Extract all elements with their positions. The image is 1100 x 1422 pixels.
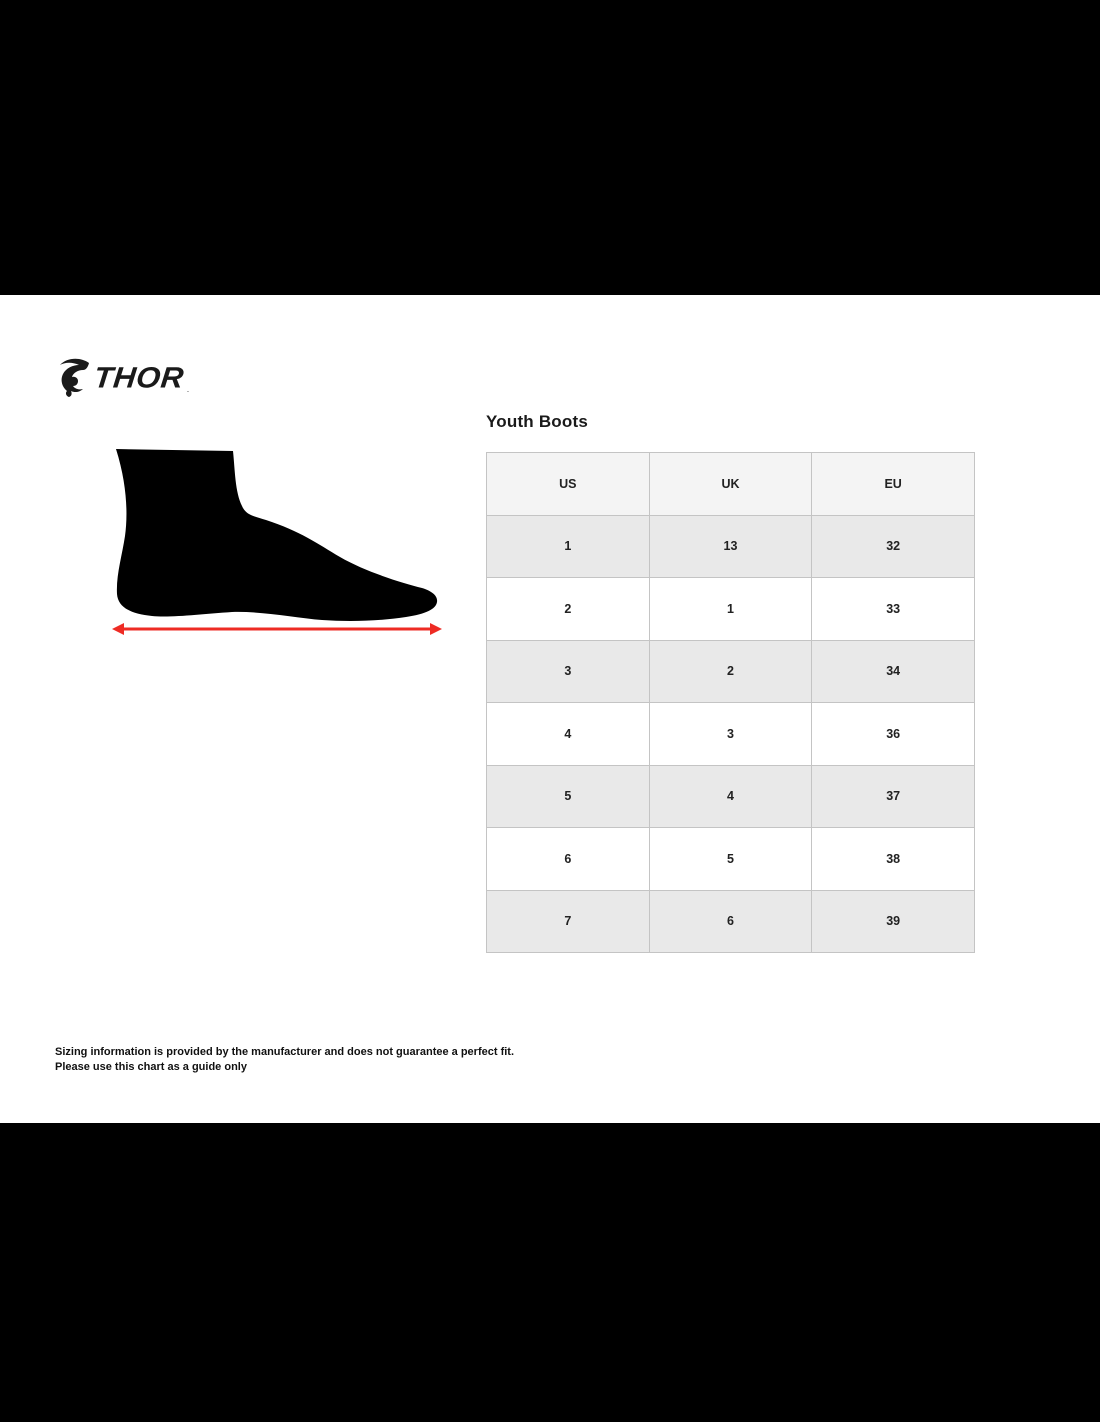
size-cell: 4 bbox=[486, 702, 650, 766]
size-cell: 1 bbox=[486, 514, 650, 578]
size-cell: 36 bbox=[811, 702, 975, 766]
table-row: 2 1 33 bbox=[486, 577, 975, 641]
foot-length-arrow bbox=[112, 623, 442, 635]
column-header-uk: UK bbox=[648, 452, 813, 516]
thor-logo-text: THOR bbox=[92, 360, 186, 394]
size-cell: 13 bbox=[648, 514, 813, 578]
size-cell: 1 bbox=[648, 577, 813, 641]
disclaimer-line-1: Sizing information is provided by the ma… bbox=[55, 1046, 515, 1058]
table-row: 4 3 36 bbox=[486, 702, 975, 766]
page-title: Youth Boots bbox=[486, 412, 588, 431]
table-header: US UK EU bbox=[486, 452, 975, 516]
disclaimer-text: Sizing information is provided by the ma… bbox=[55, 1045, 514, 1075]
size-cell: 6 bbox=[486, 827, 650, 891]
top-black-bar bbox=[0, 0, 1100, 295]
size-cell: 2 bbox=[648, 639, 813, 703]
size-cell: 32 bbox=[811, 514, 975, 578]
size-cell: 2 bbox=[486, 577, 650, 641]
table-row: 7 6 39 bbox=[486, 889, 975, 953]
table-row: 1 13 32 bbox=[486, 514, 975, 578]
size-cell: 39 bbox=[811, 889, 975, 953]
table-header-row: US UK EU bbox=[486, 452, 975, 516]
table-body: 1 13 32 2 1 33 3 2 34 4 3 36 5 4 37 6 5 38 7 6 39 bbox=[486, 514, 975, 953]
size-cell: 3 bbox=[648, 702, 813, 766]
table-row: 3 2 34 bbox=[486, 639, 975, 703]
size-conversion-table: US UK EU 1 13 32 2 1 33 3 2 34 4 3 36 5 4 37 6 5 38 7 6 39 bbox=[486, 452, 975, 953]
size-cell: 37 bbox=[811, 764, 975, 828]
arrow-left-head bbox=[112, 623, 124, 635]
column-header-us: US bbox=[486, 452, 650, 516]
foot-silhouette-image bbox=[116, 449, 438, 621]
size-cell: 5 bbox=[648, 827, 813, 891]
thor-logo-trademark: . bbox=[186, 385, 190, 394]
size-cell: 7 bbox=[486, 889, 650, 953]
size-cell: 5 bbox=[486, 764, 650, 828]
bottom-black-bar bbox=[0, 1123, 1100, 1422]
size-cell: 3 bbox=[486, 639, 650, 703]
size-cell: 6 bbox=[648, 889, 813, 953]
goat-head-icon bbox=[60, 358, 89, 397]
table-row: 5 4 37 bbox=[486, 764, 975, 828]
size-cell: 33 bbox=[811, 577, 975, 641]
arrow-right-head bbox=[430, 623, 442, 635]
size-cell: 4 bbox=[648, 764, 813, 828]
size-cell: 38 bbox=[811, 827, 975, 891]
disclaimer-line-2: Please use this chart as a guide only bbox=[55, 1060, 247, 1073]
column-header-eu: EU bbox=[811, 452, 975, 516]
table-row: 6 5 38 bbox=[486, 827, 975, 891]
size-cell: 34 bbox=[811, 639, 975, 703]
thor-logo: THOR . bbox=[55, 356, 189, 398]
